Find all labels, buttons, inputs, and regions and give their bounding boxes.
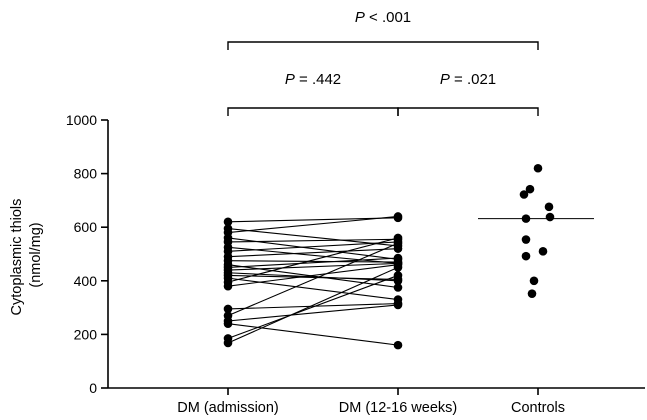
x-category-label: DM (12-16 weeks) xyxy=(339,400,457,416)
paired-line xyxy=(227,274,399,281)
y-axis-title: Cytoplasmic thiols (nmol/mg) xyxy=(9,195,44,316)
p-symbol: P xyxy=(285,71,295,88)
x-category-label: DM (admission) xyxy=(177,400,279,416)
y-tick-label: 800 xyxy=(74,166,98,182)
paired-line xyxy=(227,266,399,344)
significance-bracket xyxy=(227,41,539,50)
significance-label: P = .021 xyxy=(440,71,496,88)
paired-line xyxy=(227,238,399,243)
y-tick-label: 200 xyxy=(74,326,98,342)
paired-line xyxy=(227,242,399,317)
paired-line xyxy=(227,304,399,322)
point-controls xyxy=(521,251,531,261)
paired-line xyxy=(227,303,399,310)
paired-line xyxy=(227,260,399,263)
significance-label: P = .442 xyxy=(285,71,341,88)
point-dm-12-16-weeks xyxy=(393,263,403,272)
y-axis-title-line-2: (nmol/mg) xyxy=(28,222,44,287)
y-tick-label: 400 xyxy=(74,273,98,289)
paired-line xyxy=(227,217,399,223)
point-dm-12-16-weeks xyxy=(393,340,403,350)
point-dm-admission xyxy=(223,319,233,328)
point-controls xyxy=(544,202,554,212)
paired-line xyxy=(227,241,399,252)
paired-lines xyxy=(227,215,399,346)
x-category-label: Controls xyxy=(511,400,565,416)
significance-label: P < .001 xyxy=(355,9,411,26)
paired-line xyxy=(227,274,399,339)
point-controls xyxy=(525,184,535,194)
y-axis-title-line-1: Cytoplasmic thiols xyxy=(9,199,25,316)
point-dm-admission xyxy=(223,217,233,227)
point-dm-12-16-weeks xyxy=(393,283,403,292)
point-controls xyxy=(533,163,543,173)
paired-line xyxy=(227,323,399,346)
point-dm-admission xyxy=(223,338,233,348)
significance-bracket xyxy=(397,107,539,116)
paired-line xyxy=(227,237,399,283)
paired-line xyxy=(227,277,399,301)
p-value: = .021 xyxy=(450,71,496,88)
point-controls xyxy=(521,235,531,244)
point-dm-admission xyxy=(223,304,233,314)
paired-line xyxy=(227,248,399,258)
axes xyxy=(107,120,645,389)
y-tick-label: 600 xyxy=(74,219,98,235)
y-tick-label: 1000 xyxy=(66,112,97,128)
point-dm-12-16-weeks xyxy=(393,212,403,221)
p-value: = .442 xyxy=(295,71,341,88)
point-dm-12-16-weeks xyxy=(393,300,403,310)
p-symbol: P xyxy=(440,71,450,88)
paired-line xyxy=(227,264,399,287)
p-value: < .001 xyxy=(365,9,411,26)
x-category-labels: DM (admission) DM (12-16 weeks) Controls xyxy=(177,388,565,416)
data-points xyxy=(223,163,594,350)
y-ticks: 0 200 400 600 800 1000 xyxy=(66,112,108,396)
point-dm-12-16-weeks xyxy=(393,271,403,280)
point-dm-admission xyxy=(223,281,233,291)
point-controls xyxy=(538,247,548,256)
significance-bracket xyxy=(227,107,399,116)
point-controls xyxy=(529,276,539,286)
point-controls xyxy=(519,190,529,199)
y-tick-label: 0 xyxy=(89,380,97,396)
paired-line xyxy=(227,262,399,271)
point-controls xyxy=(545,212,555,222)
point-dm-12-16-weeks xyxy=(393,238,403,248)
p-symbol: P xyxy=(355,9,365,26)
point-controls xyxy=(527,289,537,298)
paired-line xyxy=(227,215,399,234)
paired-line xyxy=(227,257,399,268)
